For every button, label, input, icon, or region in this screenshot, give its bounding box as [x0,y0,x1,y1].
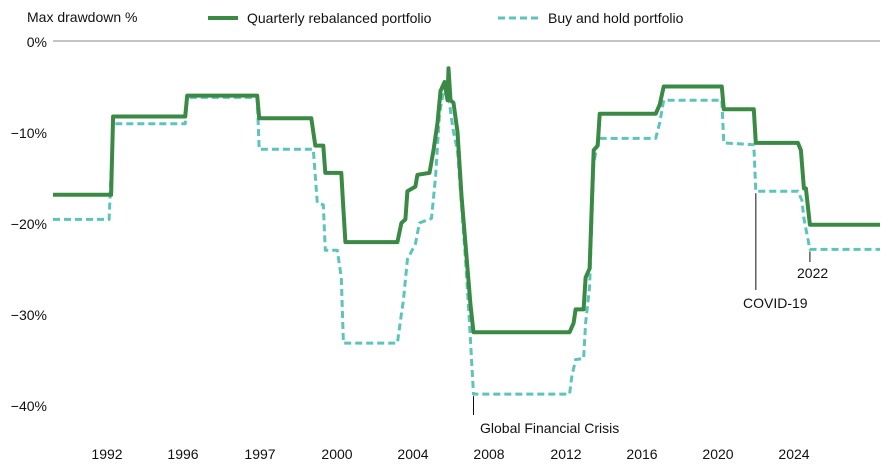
annotation-label-covid: COVID-19 [743,295,808,311]
x-tick-label: 2020 [702,446,733,462]
x-tick-label: 2012 [550,446,581,462]
y-axis: 0% −10% −20% −30% −40% [11,34,880,414]
annotations: Global Financial Crisis COVID-19 2022 [473,193,828,436]
x-tick-label: 1997 [244,446,275,462]
annotation-label-gfc: Global Financial Crisis [480,420,619,436]
annotation-label-y2022: 2022 [797,265,828,281]
x-tick-label: 2004 [397,446,428,462]
y-tick-label: −30% [11,307,47,323]
plot-lines [53,66,880,396]
series-line-rebalanced [53,66,880,335]
y-tick-label: −10% [11,125,47,141]
x-axis: 1992 1996 1997 2000 2004 2008 2012 2016 2020 2024 [91,446,809,462]
x-tick-label: 2024 [778,446,809,462]
legend-label-rebalanced: Quarterly rebalanced portfolio [247,10,432,26]
x-tick-label: 1992 [91,446,122,462]
series-line-buyhold [53,86,880,396]
x-tick-label: 2000 [321,446,352,462]
legend: Quarterly rebalanced portfolio Buy and h… [208,10,684,26]
x-tick-label: 2008 [473,446,504,462]
y-tick-label: −40% [11,398,47,414]
legend-label-buyhold: Buy and hold portfolio [548,10,684,26]
y-tick-label: −20% [11,216,47,232]
x-tick-label: 2016 [626,446,657,462]
y-axis-title: Max drawdown % [27,9,138,25]
x-tick-label: 1996 [167,446,198,462]
y-tick-label: 0% [27,34,47,50]
